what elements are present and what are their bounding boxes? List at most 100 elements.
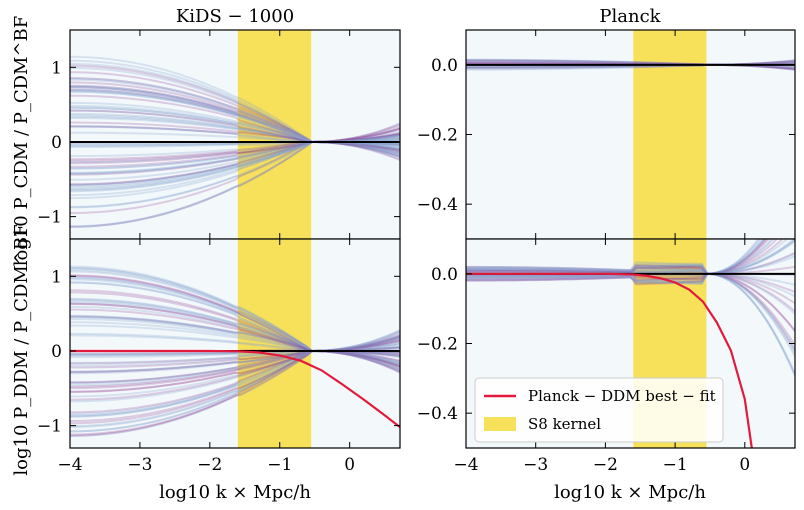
ensemble-curve <box>466 268 795 357</box>
ensemble-curve <box>466 239 779 275</box>
ensemble-curve <box>466 239 766 275</box>
x-tick-label: −1 <box>663 455 688 475</box>
ensemble-curve <box>70 125 400 144</box>
s8-kernel-band <box>237 30 312 239</box>
panel-kids-ddm: 1 0 −1 −4 −3 −2 −1 0 <box>37 238 401 475</box>
ylabel-ddm: log10 P_DDM / P_CDM^BF <box>11 224 32 475</box>
ensemble-curve <box>70 141 400 165</box>
ensemble-curve <box>70 350 400 393</box>
ensemble-curve <box>70 349 400 428</box>
y-tick-label: −1 <box>37 208 62 228</box>
ensemble-curve <box>466 268 795 375</box>
ensemble-curve <box>70 112 400 151</box>
planck-panel-title: Planck <box>599 6 661 27</box>
ensemble-curve <box>70 281 400 365</box>
ensemble-curve <box>70 141 400 228</box>
ensemble-curve <box>466 268 795 352</box>
ensemble-curve <box>466 269 795 332</box>
x-tick-label: −3 <box>127 455 152 475</box>
ensemble-curve <box>70 338 400 437</box>
ensemble-curve <box>70 132 400 148</box>
x-tick-label: −1 <box>267 455 292 475</box>
ensemble-curve <box>466 255 795 275</box>
kids-panel-title: KiDS − 1000 <box>176 6 294 27</box>
ensemble-curve <box>466 269 795 375</box>
ensemble-curve <box>70 86 400 151</box>
ensemble-curve <box>70 104 400 144</box>
ensemble-curve <box>70 84 400 144</box>
ensemble-curve <box>70 90 400 155</box>
ensemble-curve <box>70 336 400 415</box>
ensemble-curve <box>70 315 400 353</box>
ensemble-curve <box>70 141 400 208</box>
y-tick-label: 0.0 <box>431 265 458 285</box>
ensemble-curve <box>70 141 400 186</box>
xlabel-left: log10 k × Mpc/h <box>159 482 311 503</box>
ensemble-curve <box>70 339 400 357</box>
ensemble-curve <box>466 239 795 275</box>
ddm-best-fit-line <box>466 272 753 448</box>
ensemble-curve <box>70 349 400 387</box>
ensemble-curve <box>70 267 400 353</box>
y-tick-label: −0.4 <box>417 404 458 424</box>
ensemble-curve <box>70 86 400 151</box>
ensemble-curve <box>70 329 400 433</box>
s8-kernel-band <box>237 239 312 448</box>
ensemble-curve <box>70 86 400 156</box>
ensemble-curve <box>466 272 795 313</box>
ensemble-curve <box>70 85 400 144</box>
ensemble-curve <box>70 141 400 175</box>
ensemble-curve <box>70 141 400 228</box>
x-tick-label: −2 <box>593 455 618 475</box>
ensemble-curve <box>70 350 400 422</box>
ensemble-curve <box>70 349 400 438</box>
panel-planck-cdm: 0.0 −0.2 −0.4 <box>417 29 796 240</box>
ensemble-curve <box>70 349 400 393</box>
x-tick-label: −4 <box>453 455 478 475</box>
y-axis-label-bottom: log10 P_DDM / P_CDM^BF <box>11 224 32 475</box>
ensemble-curve <box>70 274 400 353</box>
y-tick-label: 0 <box>51 133 62 153</box>
ensemble-curve <box>70 350 400 373</box>
x-tick-label: −4 <box>57 455 82 475</box>
ensemble-curve <box>70 126 400 200</box>
ensemble-curve <box>70 281 400 371</box>
ensemble-curve <box>70 332 400 363</box>
ensemble-curve <box>70 350 400 418</box>
x-tick-label: 0 <box>344 455 355 475</box>
ensemble-curve <box>70 125 400 150</box>
ensemble-curve <box>466 239 785 275</box>
ensemble-curve <box>70 349 400 373</box>
ensemble-curve <box>70 350 400 427</box>
ensemble-curve <box>466 239 768 279</box>
ensemble-curve <box>466 240 795 275</box>
ddm-best-fit-line <box>70 349 400 428</box>
ensemble-curve <box>70 350 400 373</box>
y-tick-label: 0 <box>51 342 62 362</box>
ensemble-curve <box>70 350 400 368</box>
legend-box <box>474 377 724 443</box>
legend-patch-swatch <box>484 417 516 431</box>
ensemble-curve <box>70 305 400 353</box>
ensemble-curve <box>70 132 400 186</box>
ensemble-curve <box>70 90 400 144</box>
y-tick-label: 1 <box>51 267 62 287</box>
ensemble-curve <box>70 314 400 353</box>
ensemble-curve <box>466 272 795 305</box>
ensemble-curve <box>70 333 400 367</box>
ensemble-curve <box>70 109 400 157</box>
xlabel-right: log10 k × Mpc/h <box>554 482 706 503</box>
ensemble-curve <box>70 298 400 353</box>
y-tick-label: −0.2 <box>417 335 458 355</box>
y-axis-label-top: log10 P_CDM / P_CDM^BF <box>11 16 32 267</box>
ensemble-curve <box>70 94 400 161</box>
y-tick-label: 1 <box>51 58 62 78</box>
x-tick-label: −2 <box>197 455 222 475</box>
ensemble-curve <box>70 335 400 364</box>
ensemble-curves <box>466 239 795 377</box>
ylabel-cdm: log10 P_CDM / P_CDM^BF <box>11 16 32 267</box>
axes-frame <box>69 238 401 449</box>
ensemble-curve <box>466 239 795 281</box>
legend-label-s8-kernel: S8 kernel <box>528 415 601 433</box>
